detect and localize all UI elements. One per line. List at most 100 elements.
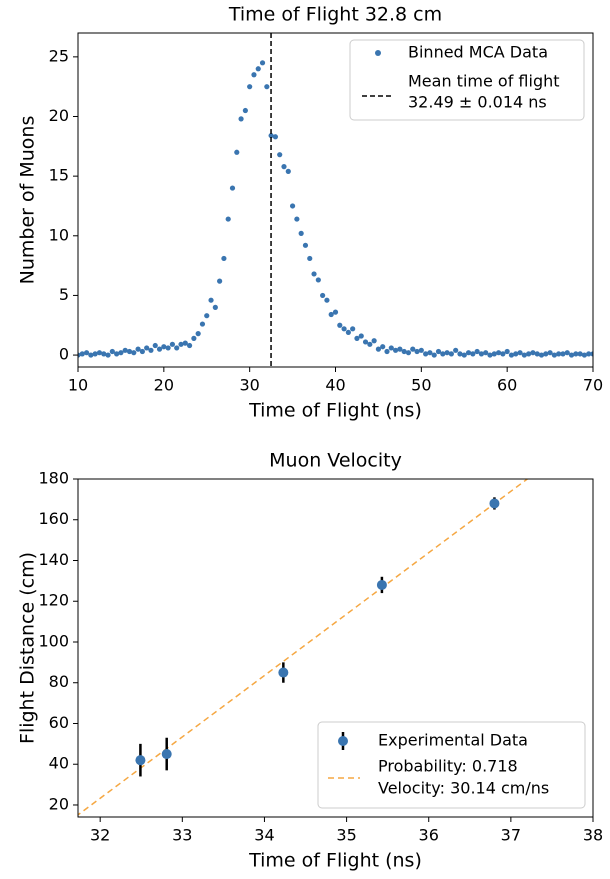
data-point	[487, 352, 493, 358]
data-point	[259, 60, 266, 66]
data-point	[543, 351, 549, 357]
data-point	[152, 342, 158, 349]
data-point	[105, 352, 111, 358]
data-point	[461, 352, 467, 358]
y-tick-label: 5	[59, 285, 69, 304]
x-tick-label: 60	[497, 376, 517, 395]
y-tick-label: 120	[38, 591, 69, 610]
y-tick-label: 180	[38, 469, 69, 488]
y-tick-label: 160	[38, 509, 69, 528]
data-point	[513, 351, 519, 357]
data-point	[320, 292, 326, 299]
plot-area	[78, 479, 529, 816]
y-tick-label: 80	[49, 672, 69, 691]
data-point	[392, 347, 399, 353]
data-point	[401, 348, 407, 355]
y-tick-label: 25	[49, 46, 69, 65]
y-tick-label: 10	[49, 225, 69, 244]
data-point	[337, 322, 343, 328]
data-point	[568, 352, 575, 358]
data-point	[332, 309, 339, 315]
data-point	[307, 255, 313, 262]
data-point	[285, 168, 291, 174]
data-point	[431, 352, 437, 358]
data-point	[474, 348, 480, 355]
data-point	[440, 351, 446, 357]
axes-frame	[77, 478, 594, 818]
x-tick-label: 37	[501, 826, 521, 845]
data-point	[139, 348, 145, 355]
data-point	[371, 338, 377, 344]
data-point	[281, 164, 287, 170]
legend-box	[317, 721, 586, 809]
data-point	[367, 341, 373, 347]
x-tick-label: 40	[325, 376, 345, 395]
data-point	[109, 348, 115, 355]
data-point	[148, 347, 154, 353]
data-point	[384, 348, 390, 355]
data-point	[573, 351, 579, 357]
data-point	[289, 203, 296, 209]
data-point	[195, 331, 201, 337]
y-axis-label: Flight Distance (cm)	[17, 552, 39, 744]
data-point	[161, 749, 172, 760]
legend-box	[349, 39, 585, 121]
data-point	[169, 341, 176, 347]
data-point	[444, 350, 450, 356]
legend-label: Mean time of flight	[408, 72, 560, 91]
data-point	[560, 351, 566, 357]
data-point	[478, 351, 485, 357]
data-point	[526, 351, 532, 357]
data-point	[199, 321, 206, 327]
data-point	[375, 346, 382, 352]
x-tick-label: 36	[419, 826, 439, 845]
data-point	[483, 350, 489, 356]
legend-label: Experimental Data	[378, 731, 528, 750]
x-tick-label: 38	[583, 826, 603, 845]
data-point	[470, 351, 476, 357]
data-point	[362, 339, 369, 345]
data-point	[294, 216, 300, 222]
data-point	[388, 345, 394, 351]
x-tick-label: 35	[336, 826, 356, 845]
data-point	[423, 351, 429, 357]
x-tick-label: 50	[411, 376, 431, 395]
data-point	[212, 304, 218, 310]
data-point	[204, 313, 210, 319]
data-point	[217, 278, 223, 284]
data-point	[135, 346, 141, 352]
data-point	[221, 255, 227, 262]
fit-line	[78, 479, 529, 816]
axes-frame	[77, 32, 594, 368]
data-point	[534, 351, 540, 357]
data-point	[225, 216, 231, 222]
data-point	[538, 352, 545, 358]
legend-marker	[375, 50, 381, 56]
data-point	[92, 351, 98, 357]
x-tick-label: 70	[583, 376, 603, 395]
data-point	[272, 134, 279, 140]
data-point	[521, 352, 527, 358]
data-point	[500, 351, 506, 357]
data-point	[278, 667, 289, 678]
data-point	[405, 350, 412, 356]
data-point	[581, 352, 588, 358]
y-tick-label: 40	[49, 754, 69, 773]
y-axis-label: Number of Muons	[17, 116, 39, 285]
x-axis-label: Time of Flight (ns)	[248, 400, 422, 422]
x-tick-label: 10	[68, 376, 88, 395]
data-point	[590, 351, 593, 357]
data-point	[345, 329, 351, 336]
data-point	[504, 348, 510, 355]
data-point	[457, 351, 463, 357]
data-point	[255, 66, 261, 72]
data-point	[264, 84, 270, 90]
y-tick-label: 20	[49, 794, 69, 813]
y-tick-label: 0	[59, 345, 69, 364]
data-point	[328, 311, 334, 318]
legend-label: 32.49 ± 0.014 ns	[408, 93, 547, 112]
data-point	[435, 348, 442, 355]
data-point	[277, 152, 283, 158]
data-point	[135, 755, 146, 766]
